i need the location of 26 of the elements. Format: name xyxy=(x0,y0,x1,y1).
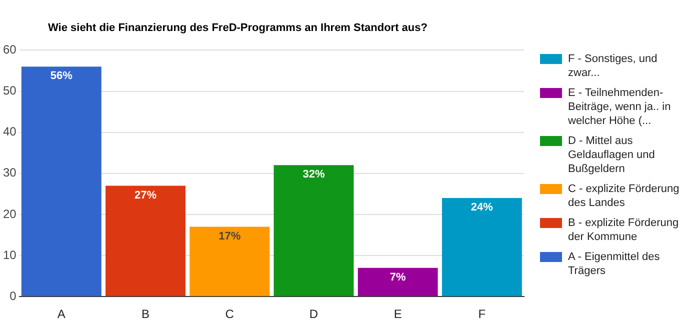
y-tick-label: 60 xyxy=(2,42,17,57)
y-tick-label: 30 xyxy=(2,166,17,180)
y-tick-label: 40 xyxy=(2,124,17,139)
legend-label: F - Sonstiges, und zwar... xyxy=(568,52,658,80)
data-label: 27% xyxy=(134,189,157,202)
data-label: 7% xyxy=(390,271,406,284)
legend-label: A - Eigenmittel des Trägers xyxy=(568,250,661,278)
x-tick-label: A xyxy=(57,307,66,322)
legend-label: D - Mittel aus Geldauflagen und Bußgeldern xyxy=(568,134,656,176)
data-label: 24% xyxy=(470,202,494,214)
data-label: 56% xyxy=(50,70,73,82)
y-tick-label: 50 xyxy=(2,84,17,98)
x-tick-label: C xyxy=(225,307,234,322)
data-label: 32% xyxy=(302,168,325,181)
y-tick-label: 0 xyxy=(10,288,17,303)
legend-label: C - explizite Förderung des Landes xyxy=(568,182,680,210)
legend-label: E - Teilnehmenden-Beiträge, wenn ja.. in welcher Höhe (... xyxy=(568,86,672,128)
x-tick-label: E xyxy=(394,307,402,322)
y-tick-label: 20 xyxy=(2,206,17,221)
x-tick-label: D xyxy=(309,307,318,322)
x-tick-label: B xyxy=(142,307,150,322)
data-label: 17% xyxy=(218,230,241,242)
chart-title: Wie sieht die Finanzierung des FreD-Programms an Ihrem Standort aus? xyxy=(48,22,428,34)
x-tick-label: F xyxy=(478,307,486,322)
legend-label: B - explizite Förderung der Kommune xyxy=(568,216,680,244)
y-tick-label: 10 xyxy=(2,248,17,262)
